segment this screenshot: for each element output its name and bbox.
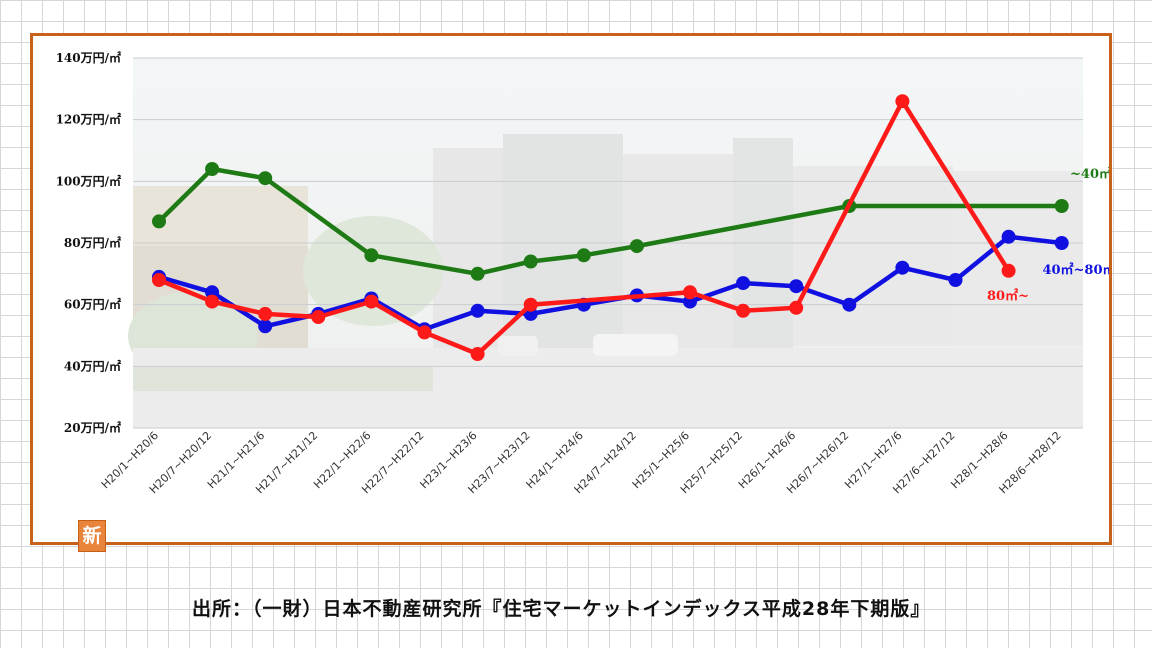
data-point <box>789 300 804 315</box>
data-point <box>258 171 273 186</box>
y-tick-label: 100万円/㎡ <box>56 173 121 188</box>
data-point <box>683 285 697 300</box>
data-point <box>523 254 538 269</box>
data-point <box>205 162 220 176</box>
grid-lines <box>133 57 1083 429</box>
x-axis-ticks: H20/1~H20/6H20/7~H20/12H21/1~H21/6H21/7~… <box>99 429 1064 496</box>
y-tick-label: 20万円/㎡ <box>64 420 121 435</box>
y-tick-label: 60万円/㎡ <box>64 297 121 312</box>
y-tick-label: 120万円/㎡ <box>56 112 121 127</box>
data-point <box>417 325 432 340</box>
data-point <box>152 273 166 287</box>
data-point <box>258 319 273 334</box>
data-point <box>576 248 591 263</box>
data-point <box>470 266 485 281</box>
data-point <box>205 294 220 309</box>
chart-frame: 140万円/㎡ 120万円/㎡ 100万円/㎡ 80万円/㎡ 60万円/㎡ 40万円/㎡ 2… <box>30 33 1112 552</box>
data-point <box>842 297 857 312</box>
data-point <box>1001 229 1016 244</box>
data-point <box>311 310 326 324</box>
series-lines <box>152 94 1069 361</box>
series-labels: ~40㎡ 40㎡~80㎡ 80㎡~ <box>987 166 1109 304</box>
data-point <box>1054 199 1069 213</box>
data-point <box>895 260 910 275</box>
line-chart: 140万円/㎡ 120万円/㎡ 100万円/㎡ 80万円/㎡ 60万円/㎡ 40万円/㎡ 2… <box>56 50 1109 496</box>
data-point <box>152 214 166 229</box>
data-point <box>789 279 804 294</box>
data-point <box>629 239 644 254</box>
source-caption: 出所：（一財）日本不動産研究所『住宅マーケットインデックス平成28年下期版』 <box>192 598 931 620</box>
data-point <box>470 303 485 318</box>
data-point <box>736 276 751 291</box>
series-label: 80㎡~ <box>987 288 1029 304</box>
series-label: ~40㎡ <box>1070 166 1109 182</box>
data-point <box>258 306 273 321</box>
data-point <box>364 294 379 309</box>
y-axis-ticks: 140万円/㎡ 120万円/㎡ 100万円/㎡ 80万円/㎡ 60万円/㎡ 40万円/㎡ 2… <box>56 50 121 435</box>
data-point <box>470 347 485 361</box>
data-point <box>895 94 910 109</box>
series-label: 40㎡~80㎡ <box>1042 262 1109 278</box>
series-group <box>152 94 1016 361</box>
data-point <box>364 248 379 263</box>
data-point <box>736 303 751 318</box>
data-point <box>1001 263 1016 278</box>
series-line <box>157 166 1062 277</box>
y-tick-label: 40万円/㎡ <box>64 358 121 373</box>
data-point <box>523 297 538 312</box>
data-point <box>1054 236 1069 250</box>
series-group <box>152 162 1069 281</box>
y-tick-label: 80万円/㎡ <box>64 235 121 250</box>
new-badge: 新 <box>78 520 106 552</box>
y-tick-label: 140万円/㎡ <box>56 50 121 65</box>
data-point <box>948 273 963 287</box>
